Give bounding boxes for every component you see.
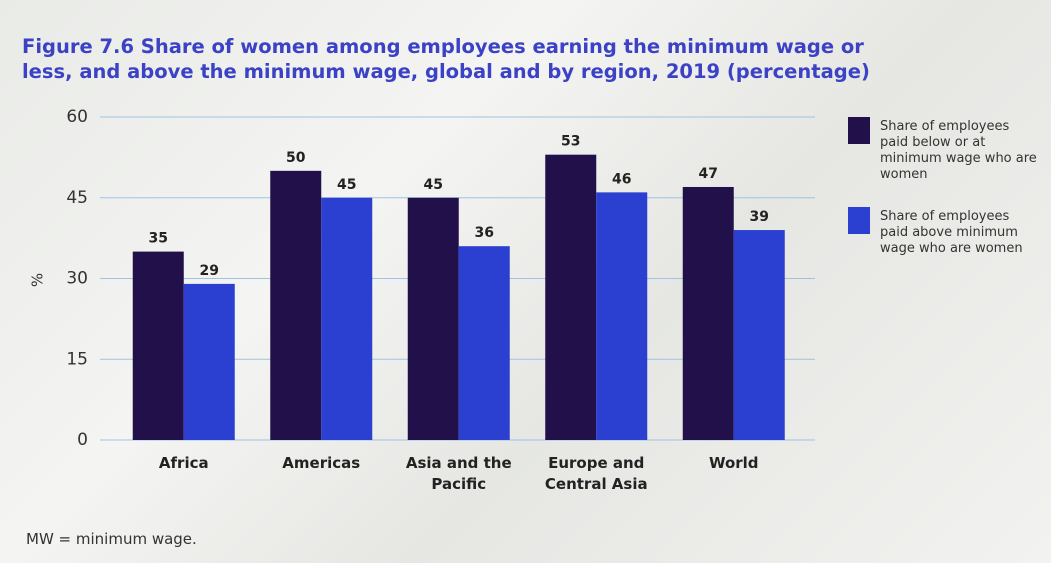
legend-label: Share of employees paid below or at mini…: [880, 119, 1037, 182]
x-tick-label: Africa: [158, 454, 209, 472]
bar: [132, 251, 184, 440]
note: MW = minimum wage.: [26, 530, 197, 548]
data-label: 45: [337, 177, 356, 193]
data-label: 46: [612, 171, 631, 187]
y-axis-label: %: [29, 273, 47, 287]
y-tick-label: 60: [66, 107, 88, 127]
legend-swatch: [848, 207, 870, 234]
x-tick-label: Europe and Central Asia: [544, 454, 648, 493]
bar: [682, 186, 734, 440]
legend-label: Share of employees paid above minimum wa…: [880, 209, 1023, 256]
data-label: 50: [286, 150, 306, 166]
chart-title: Figure 7.6 Share of women among employee…: [22, 35, 870, 83]
bar: [596, 192, 648, 440]
bar: [545, 154, 597, 440]
bar: [733, 230, 785, 440]
y-tick-label: 30: [66, 269, 88, 289]
y-tick-label: 45: [66, 188, 88, 208]
data-label: 35: [149, 231, 168, 247]
x-tick-label: Asia and the Pacific: [405, 454, 512, 493]
y-tick-label: 15: [66, 349, 88, 369]
bar: [321, 197, 373, 440]
x-tick-label: World: [708, 454, 759, 472]
y-tick-label: 0: [77, 430, 88, 450]
data-label: 47: [699, 166, 718, 182]
legend-swatch: [848, 117, 870, 144]
bar: [183, 283, 235, 440]
bar: [407, 197, 459, 440]
data-label: 29: [200, 263, 219, 279]
x-tick-label: Americas: [282, 454, 361, 472]
data-label: 39: [750, 209, 769, 225]
bar: [270, 170, 322, 441]
data-label: 53: [561, 134, 580, 150]
bar: [458, 246, 510, 440]
data-label: 36: [475, 225, 494, 241]
data-label: 45: [424, 177, 443, 193]
